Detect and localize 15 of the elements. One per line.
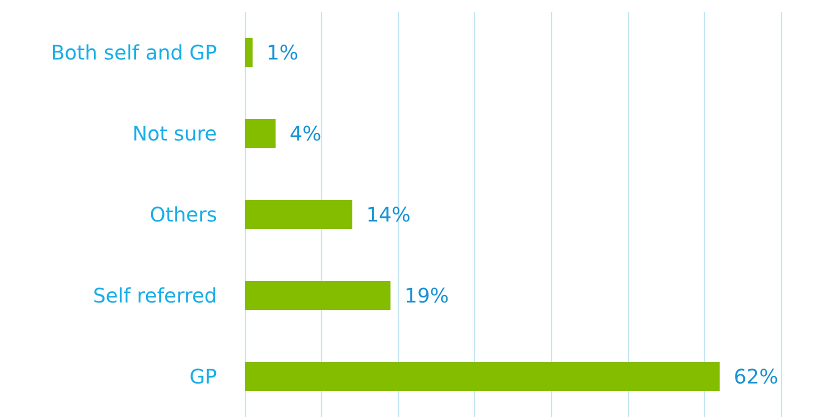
data-label: 4% [290, 122, 322, 146]
data-label: 1% [266, 40, 298, 64]
bar [245, 281, 390, 310]
bar [245, 119, 276, 148]
y-tick-label: Self referred [92, 284, 217, 308]
bar [245, 200, 352, 229]
data-label: 14% [366, 202, 411, 226]
y-tick-label: Others [150, 202, 217, 226]
y-tick-label: GP [189, 364, 217, 388]
data-label: 19% [404, 284, 449, 308]
bar [245, 38, 253, 67]
bar [245, 362, 720, 391]
y-tick-label: Both self and GP [50, 40, 217, 64]
data-label: 62% [734, 364, 778, 388]
y-tick-label: Not sure [132, 122, 217, 146]
